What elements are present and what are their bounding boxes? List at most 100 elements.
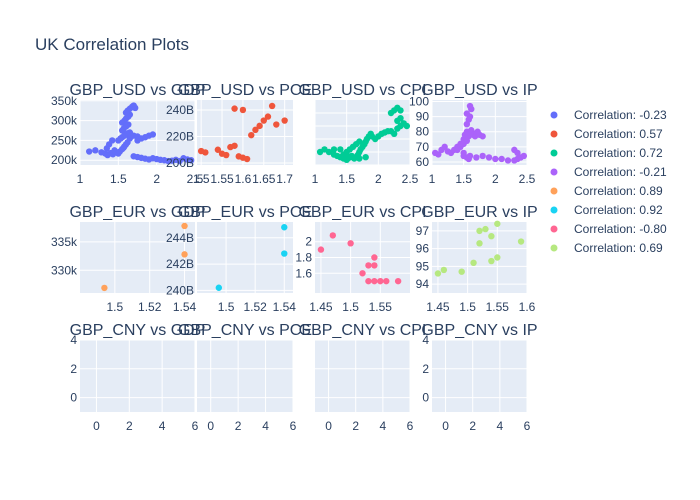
data-point[interactable] (252, 126, 259, 134)
data-point[interactable] (383, 277, 390, 285)
data-point[interactable] (492, 155, 499, 163)
data-point[interactable] (248, 131, 255, 139)
data-point[interactable] (397, 115, 404, 122)
data-point[interactable] (239, 106, 247, 114)
data-point[interactable] (479, 152, 486, 160)
plot-area[interactable] (315, 340, 410, 412)
data-point[interactable] (458, 268, 465, 275)
data-point[interactable] (514, 149, 521, 157)
data-point[interactable] (132, 104, 139, 112)
data-point[interactable] (517, 238, 525, 245)
legend[interactable]: Correlation: -0.23 Correlation: 0.57 Corre… (550, 108, 668, 255)
data-point[interactable] (466, 102, 474, 110)
data-point[interactable] (488, 257, 495, 265)
data-point[interactable] (256, 122, 263, 130)
data-point[interactable] (149, 131, 157, 138)
data-point[interactable] (466, 152, 474, 160)
data-point[interactable] (434, 270, 442, 277)
data-point[interactable] (125, 121, 132, 128)
data-point[interactable] (176, 157, 183, 165)
data-point[interactable] (479, 133, 486, 140)
data-point[interactable] (243, 155, 251, 163)
data-point[interactable] (202, 149, 209, 156)
data-point[interactable] (181, 222, 188, 230)
data-point[interactable] (520, 152, 528, 160)
data-point[interactable] (365, 277, 372, 285)
plot-area[interactable] (197, 222, 293, 293)
data-point[interactable] (371, 277, 378, 285)
data-point[interactable] (371, 254, 378, 261)
data-point[interactable] (268, 102, 276, 110)
data-point[interactable] (454, 146, 461, 154)
data-point[interactable] (330, 146, 338, 153)
data-point[interactable] (476, 227, 483, 235)
data-point[interactable] (504, 157, 512, 164)
data-point[interactable] (214, 146, 222, 153)
plot-area[interactable] (432, 340, 527, 412)
data-point[interactable] (260, 117, 267, 124)
plot-area[interactable] (197, 340, 293, 412)
data-point[interactable] (329, 232, 337, 239)
data-point[interactable] (101, 284, 108, 292)
data-point[interactable] (349, 154, 357, 161)
data-point[interactable] (463, 110, 471, 117)
data-point[interactable] (362, 154, 369, 161)
legend-item[interactable]: Correlation: -0.21 (550, 165, 668, 179)
data-point[interactable] (317, 246, 325, 253)
data-point[interactable] (187, 157, 195, 164)
legend-item[interactable]: Correlation: 0.89 (550, 184, 664, 198)
subplot-2: 1.5 1.55 1.6 1.65 1.7 200B 220B 240B GBP_USD vs … (166, 82, 312, 186)
data-point[interactable] (325, 148, 333, 156)
data-point[interactable] (223, 151, 230, 159)
data-point[interactable] (343, 151, 350, 158)
data-point[interactable] (109, 137, 116, 144)
plot-area[interactable] (80, 222, 195, 293)
data-point[interactable] (215, 284, 223, 291)
data-point[interactable] (441, 143, 448, 151)
data-point[interactable] (460, 149, 467, 157)
data-point[interactable] (482, 225, 489, 233)
data-point[interactable] (92, 147, 99, 154)
data-point[interactable] (494, 220, 501, 227)
data-point[interactable] (488, 233, 495, 240)
legend-item[interactable]: Correlation: 0.92 (550, 203, 664, 217)
data-point[interactable] (86, 148, 93, 155)
data-point[interactable] (377, 277, 384, 285)
data-point[interactable] (126, 135, 134, 142)
plot-area[interactable] (80, 340, 195, 412)
legend-item[interactable]: Correlation: -0.23 (550, 108, 668, 122)
data-point[interactable] (485, 154, 493, 161)
data-point[interactable] (463, 137, 471, 145)
data-point[interactable] (347, 240, 354, 247)
data-point[interactable] (498, 155, 505, 163)
data-point[interactable] (337, 146, 344, 153)
data-point[interactable] (356, 155, 363, 162)
data-point[interactable] (264, 113, 272, 120)
data-point[interactable] (231, 105, 238, 112)
legend-item[interactable]: Correlation: -0.80 (550, 222, 668, 236)
legend-item[interactable]: Correlation: 0.69 (550, 241, 664, 255)
data-point[interactable] (403, 122, 411, 130)
data-point[interactable] (435, 151, 442, 158)
data-point[interactable] (470, 259, 477, 267)
data-point[interactable] (281, 250, 288, 257)
legend-item[interactable]: Correlation: 0.72 (550, 146, 664, 160)
data-point[interactable] (365, 262, 372, 269)
data-point[interactable] (476, 240, 483, 247)
data-point[interactable] (494, 254, 501, 261)
data-point[interactable] (359, 270, 366, 277)
data-point[interactable] (281, 224, 288, 231)
legend-item[interactable]: Correlation: 0.57 (550, 127, 664, 141)
data-point[interactable] (440, 266, 448, 274)
data-point[interactable] (371, 262, 378, 269)
data-point[interactable] (134, 137, 141, 144)
data-point[interactable] (394, 277, 402, 285)
data-point[interactable] (231, 142, 238, 149)
data-point[interactable] (356, 138, 363, 145)
data-point[interactable] (281, 117, 288, 124)
data-point[interactable] (397, 107, 404, 114)
data-point[interactable] (473, 154, 480, 161)
data-point[interactable] (273, 121, 280, 128)
data-point[interactable] (181, 251, 188, 258)
data-point[interactable] (390, 130, 398, 137)
